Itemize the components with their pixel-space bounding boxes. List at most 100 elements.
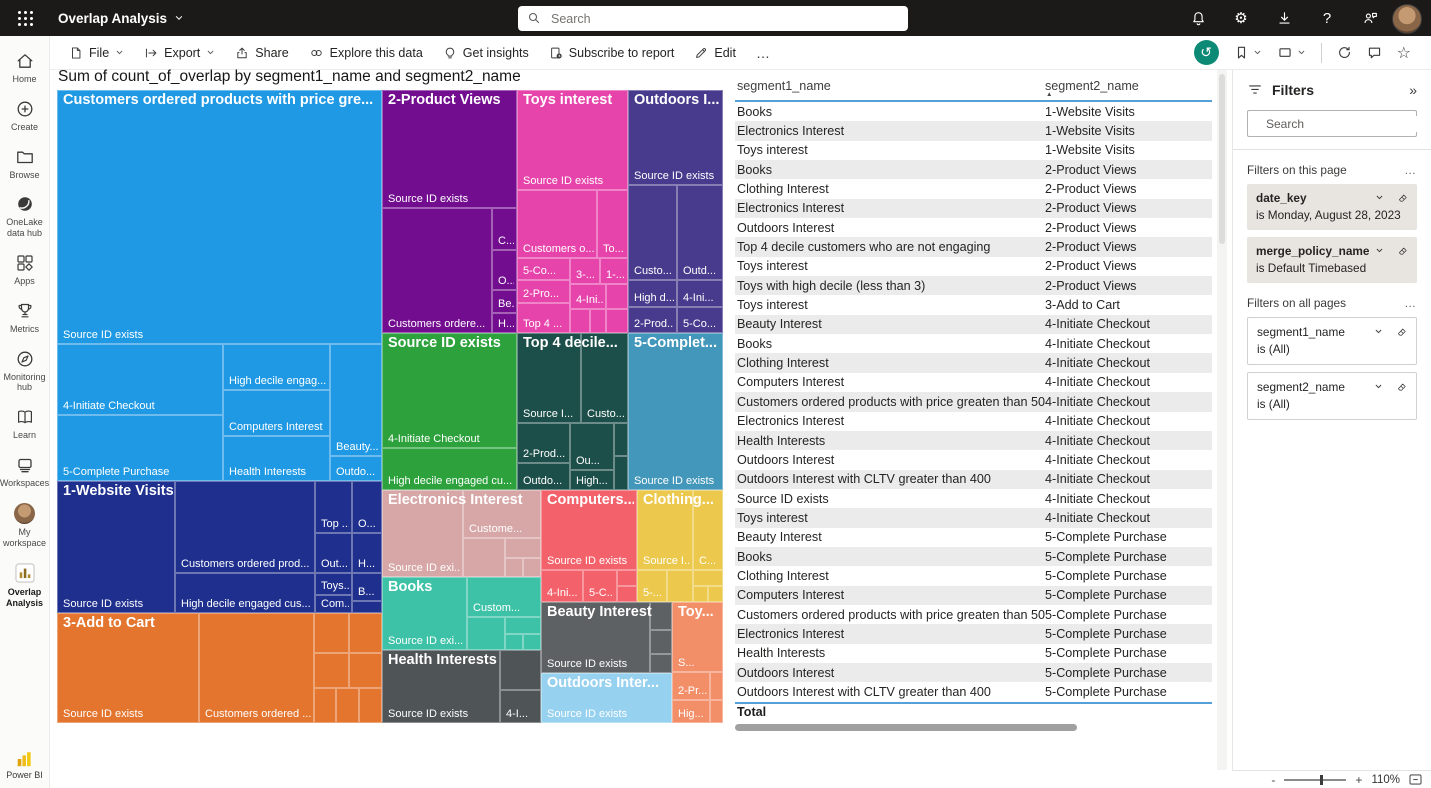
treemap-cell-be[interactable]: Be... [492, 290, 517, 313]
table-row[interactable]: Top 4 decile customers who are not engag… [735, 237, 1212, 257]
treemap-cell-health-interests[interactable]: Health Interests [223, 436, 330, 481]
treemap-cell[interactable] [314, 653, 349, 688]
treemap-cell-5[interactable]: 5-... [637, 570, 667, 602]
treemap-cell-source-id-exists[interactable]: Source ID exists [57, 90, 382, 344]
sidebar-item-overlap-analysis[interactable]: Overlap Analysis [0, 555, 50, 616]
treemap-cell-source-id-exists[interactable]: Source ID exists [541, 490, 637, 570]
treemap-cell[interactable] [500, 650, 541, 690]
notifications-icon[interactable] [1189, 9, 1207, 27]
treemap-group-5-complet[interactable]: Source ID exists 5-Complet... [628, 333, 723, 490]
feedback-icon[interactable] [1361, 9, 1379, 27]
zoom-slider-thumb[interactable] [1320, 774, 1324, 785]
treemap-cell[interactable] [617, 586, 637, 602]
global-search[interactable] [518, 6, 908, 31]
treemap-cell-b[interactable]: B... [352, 573, 382, 601]
treemap-cell-customers-ordered-prod[interactable]: Customers ordered prod... [175, 481, 315, 573]
treemap-cell-5-co[interactable]: 5-Co... [677, 307, 723, 333]
treemap-group-beauty-interest[interactable]: Source ID exists Beauty Interest [541, 602, 672, 673]
treemap-cell-outdo[interactable]: Outdo... [330, 456, 382, 481]
treemap-cell[interactable] [505, 558, 523, 577]
filters-search[interactable] [1247, 110, 1423, 137]
fit-to-page-icon[interactable] [1409, 774, 1422, 785]
refresh-icon[interactable] [1337, 45, 1352, 60]
table-row[interactable]: Electronics Interest 2-Product Views [735, 198, 1212, 219]
treemap-cell[interactable] [617, 570, 637, 586]
ribbon-item-get-insights[interactable]: Get insights [434, 41, 538, 65]
canvas-scrollbar-thumb[interactable] [1219, 74, 1225, 244]
treemap-cell[interactable] [359, 688, 382, 723]
table-row[interactable]: Outdoors Interest 4-Initiate Checkout [735, 450, 1212, 469]
treemap-cell[interactable] [606, 284, 628, 309]
search-input[interactable] [549, 10, 899, 27]
treemap-cell-high[interactable]: High... [570, 470, 614, 490]
treemap-cell[interactable] [570, 309, 590, 333]
column-header-segment2[interactable]: segment2_name [1045, 79, 1139, 93]
filter-card-segment2-name[interactable]: segment2_name is (All) [1247, 372, 1417, 420]
treemap-cell-high-decile-engaged-cu[interactable]: High decile engaged cu... [382, 448, 517, 490]
treemap-group-health-interests[interactable]: Source ID exists 4-I... Health Interests [382, 650, 541, 723]
table-row[interactable]: Toys interest 4-Initiate Checkout [735, 508, 1212, 528]
treemap-cell-2-prod[interactable]: 2-Prod... [517, 423, 570, 463]
chevron-down-icon[interactable] [1374, 327, 1383, 338]
treemap-cell[interactable] [614, 456, 628, 490]
filter-card-date-key[interactable]: date_key is Monday, August 28, 2023 [1247, 184, 1417, 230]
ribbon-item-explore-this-data[interactable]: Explore this data [300, 41, 432, 65]
table-row[interactable]: Beauty Interest 4-Initiate Checkout [735, 314, 1212, 335]
treemap-cell-source-id-exists[interactable]: Source ID exists [628, 333, 723, 490]
eraser-icon[interactable] [1396, 382, 1407, 393]
treemap-cell-beauty[interactable]: Beauty... [330, 344, 382, 456]
zoom-out-button[interactable]: - [1271, 772, 1276, 787]
eraser-icon[interactable] [1396, 327, 1407, 338]
treemap-cell[interactable] [349, 653, 382, 688]
table-row[interactable]: Clothing Interest 5-Complete Purchase [735, 566, 1212, 585]
table-row[interactable]: Beauty Interest 5-Complete Purchase [735, 528, 1212, 547]
favorite-star-icon[interactable]: ☆ [1396, 44, 1411, 62]
view-mode-button[interactable] [1277, 45, 1306, 60]
treemap-group-toy[interactable]: S... 2-Pr... Hig... Toy... [672, 602, 723, 723]
treemap-cell-source-id-exists[interactable]: Source ID exists [382, 650, 500, 723]
sidebar-item-apps[interactable]: Apps [0, 246, 50, 294]
treemap-cell[interactable] [710, 672, 723, 700]
treemap-cell-toys[interactable]: Toys... [315, 573, 352, 595]
treemap-cell-source-i[interactable]: Source I... [637, 490, 693, 570]
treemap-cell-custo[interactable]: Custo... [628, 185, 677, 280]
treemap-cell-customers-ordere[interactable]: Customers ordere... [382, 208, 492, 333]
treemap-cell-c[interactable]: C... [492, 208, 517, 250]
treemap-cell[interactable] [352, 601, 382, 613]
treemap-cell-4-initiate-checkout[interactable]: 4-Initiate Checkout [57, 344, 223, 415]
treemap-cell[interactable] [314, 688, 336, 723]
treemap-cell[interactable] [467, 617, 505, 650]
download-icon[interactable] [1275, 9, 1293, 27]
sidebar-item-metrics[interactable]: Metrics [0, 294, 50, 342]
sidebar-item-onelake-data-hub[interactable]: OneLake data hub [0, 187, 50, 246]
reset-to-default-button[interactable]: ↺ [1193, 40, 1219, 65]
treemap-cell[interactable] [667, 570, 693, 602]
table-row[interactable]: Books 2-Product Views [735, 160, 1212, 180]
treemap-group-3-add-to-cart[interactable]: Source ID exists Customers ordered ... 3-A… [57, 613, 382, 723]
treemap-cell[interactable] [523, 558, 541, 577]
ribbon-item-item[interactable]: … [747, 41, 779, 65]
ribbon-item-edit[interactable]: Edit [685, 41, 745, 65]
treemap-cell-5-co[interactable]: 5-Co... [517, 258, 570, 280]
eraser-icon[interactable] [1397, 246, 1408, 257]
treemap-cell[interactable] [505, 634, 523, 650]
ribbon-item-subscribe-to-report[interactable]: Subscribe to report [540, 41, 684, 65]
treemap-cell-high-decile-engag[interactable]: High decile engag... [223, 344, 330, 390]
table-row[interactable]: Computers Interest 4-Initiate Checkout [735, 373, 1212, 392]
filter-card-segment1-name[interactable]: segment1_name is (All) [1247, 317, 1417, 365]
treemap-group-customers-ordered-products-with-price-gre[interactable]: Source ID exists 4-Initiate Checkout 5-Com… [57, 90, 382, 481]
treemap-cell-o[interactable]: O... [492, 250, 517, 290]
treemap-cell-com[interactable]: Com... [315, 595, 352, 613]
treemap-cell-customers-ordered[interactable]: Customers ordered ... [199, 613, 314, 723]
column-header-segment1[interactable]: segment1_name [737, 79, 831, 93]
treemap-cell[interactable] [314, 613, 349, 653]
table-row[interactable]: Customers ordered products with price gr… [735, 605, 1212, 624]
treemap-cell-4-ini[interactable]: 4-Ini... [570, 284, 606, 309]
treemap-cell-source-id-exists[interactable]: Source ID exists [382, 90, 517, 208]
ribbon-item-share[interactable]: Share [226, 41, 297, 65]
treemap-group-top-4-decile[interactable]: Source I... Custo... 2-Prod... Ou... Outdo..… [517, 333, 628, 490]
treemap-cell[interactable] [463, 538, 505, 577]
table-row[interactable]: Electronics Interest 5-Complete Purchase [735, 624, 1212, 644]
treemap-cell-hig[interactable]: Hig... [672, 700, 710, 723]
filters-search-input[interactable] [1264, 115, 1423, 132]
